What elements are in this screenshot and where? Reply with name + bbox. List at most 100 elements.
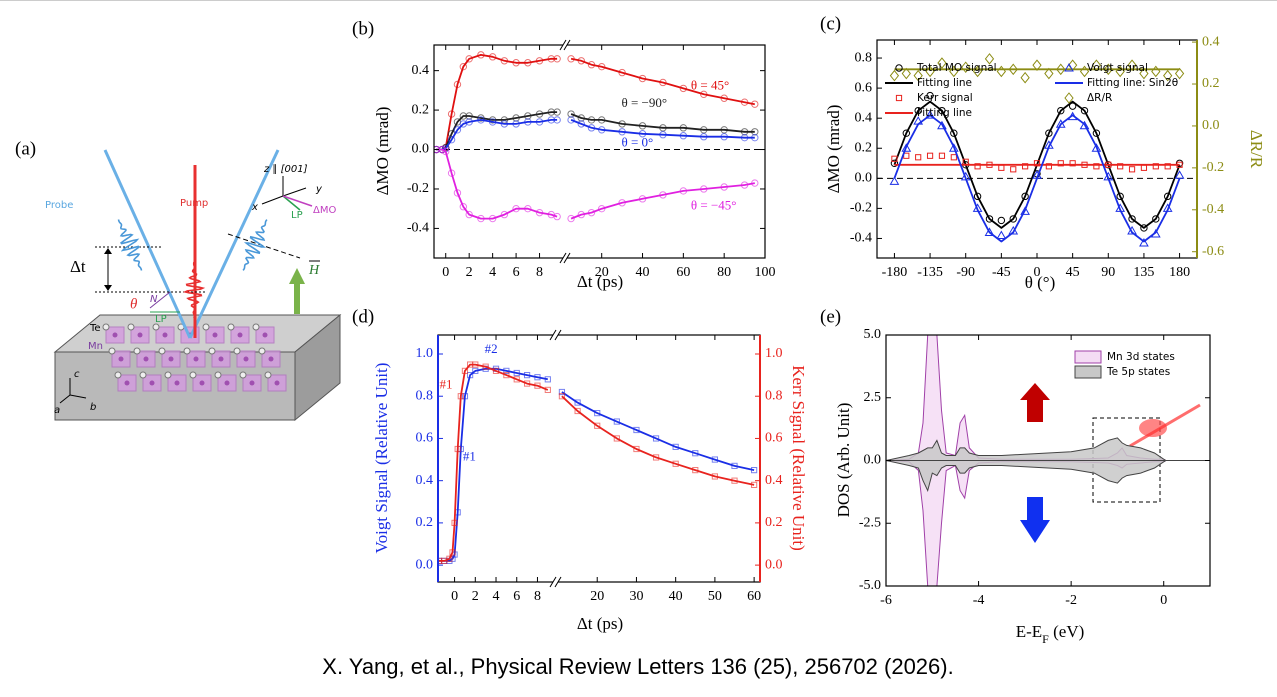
marker <box>1116 192 1124 201</box>
laser-spot <box>1139 419 1167 437</box>
marker <box>451 519 458 526</box>
marker <box>535 57 544 65</box>
marker <box>535 208 544 217</box>
legend-label: Voigt signal <box>1087 62 1148 74</box>
y2-tick-label: 0.0 <box>765 557 783 572</box>
marker <box>535 118 544 126</box>
marker <box>442 147 450 156</box>
atom <box>102 323 110 331</box>
axis-y <box>282 187 307 197</box>
y2-tick-label: 0.0 <box>1202 118 1220 133</box>
x-tick-label: 20 <box>595 265 609 280</box>
marker <box>534 374 541 381</box>
y2-tick-label: -0.2 <box>1202 160 1224 175</box>
atom <box>168 356 174 362</box>
marker <box>926 91 934 100</box>
marker <box>447 135 456 144</box>
legend-label: Fitting line <box>917 107 972 119</box>
annotation: θ = 45° <box>691 77 729 92</box>
marker <box>1152 215 1160 223</box>
y-tick-label: -2.5 <box>859 515 881 530</box>
marker <box>488 53 497 61</box>
x-tick-label: 0 <box>451 589 458 604</box>
marker <box>553 108 561 116</box>
break-mark <box>559 39 567 51</box>
x-tick-label: 180 <box>1169 265 1190 280</box>
arrow-head <box>104 285 112 291</box>
marker <box>477 114 485 122</box>
plot-area <box>877 53 1197 247</box>
x-tick-label: -6 <box>880 593 892 608</box>
marker <box>558 388 566 396</box>
pump-label: Pump <box>180 198 208 209</box>
legend-label: Fitting line: Sin2θ <box>1087 77 1178 89</box>
atom <box>268 356 274 362</box>
marker <box>587 208 596 217</box>
spin-down-arrow <box>1020 497 1050 543</box>
mo-label: ΔMO <box>313 205 336 216</box>
y-tick-label: 0.8 <box>855 50 873 65</box>
axis-break <box>563 42 567 48</box>
wave-packet <box>182 261 206 319</box>
atom <box>227 323 235 331</box>
marker <box>1064 62 1074 72</box>
caption: X. Yang, et al., Physical Review Letters… <box>322 654 953 679</box>
marker <box>1139 237 1149 247</box>
marker <box>948 143 959 152</box>
marker <box>587 124 596 132</box>
x-tick-label: 8 <box>534 589 541 604</box>
x-axis-label-part: (eV) <box>1049 622 1084 641</box>
marker <box>1151 65 1161 78</box>
marker <box>512 59 520 67</box>
atom <box>183 347 191 355</box>
marker <box>937 57 947 69</box>
annotation: #1 <box>440 377 453 392</box>
marker <box>613 435 620 442</box>
marker <box>465 55 473 63</box>
x-axis-label-part: E-E <box>1016 622 1042 641</box>
marker <box>524 59 532 67</box>
marker <box>1020 71 1030 84</box>
delay-label: Δt <box>70 257 86 276</box>
y2-tick-label: 0.8 <box>765 388 783 403</box>
marker <box>973 192 982 201</box>
marker <box>503 372 510 379</box>
x-axis-label: Δt (ps) <box>577 272 623 291</box>
marker <box>692 467 699 474</box>
marker <box>974 163 981 170</box>
x-tick-label: -4 <box>973 593 985 608</box>
marker <box>1056 63 1066 76</box>
marker <box>937 120 947 130</box>
marker <box>751 481 758 488</box>
x-tick-label: 45 <box>1066 265 1080 280</box>
marker <box>997 216 1006 225</box>
series-line <box>439 363 755 562</box>
x-tick-label: 60 <box>747 589 761 604</box>
marker <box>652 454 660 461</box>
atom <box>114 371 122 379</box>
field-label: H <box>308 263 320 278</box>
normal-line <box>149 291 171 309</box>
marker <box>720 94 728 102</box>
atom <box>218 356 224 362</box>
marker <box>938 152 946 159</box>
marker <box>1009 215 1017 223</box>
marker <box>558 393 566 400</box>
marker <box>740 133 749 142</box>
marker <box>751 100 759 108</box>
marker <box>984 53 995 65</box>
axis-break <box>553 579 558 585</box>
marker <box>523 380 531 387</box>
plot-frame <box>433 44 766 259</box>
marker <box>587 116 596 124</box>
marker <box>457 393 464 400</box>
y2-tick-label: 0.4 <box>1202 34 1220 49</box>
marker <box>547 108 555 116</box>
reflected-beam <box>188 149 280 339</box>
marker <box>926 152 934 159</box>
marker <box>711 473 718 480</box>
mn-label: Mn <box>88 341 103 352</box>
laser-beam <box>1129 403 1201 448</box>
probe-beam <box>103 149 192 339</box>
atom <box>264 371 272 379</box>
